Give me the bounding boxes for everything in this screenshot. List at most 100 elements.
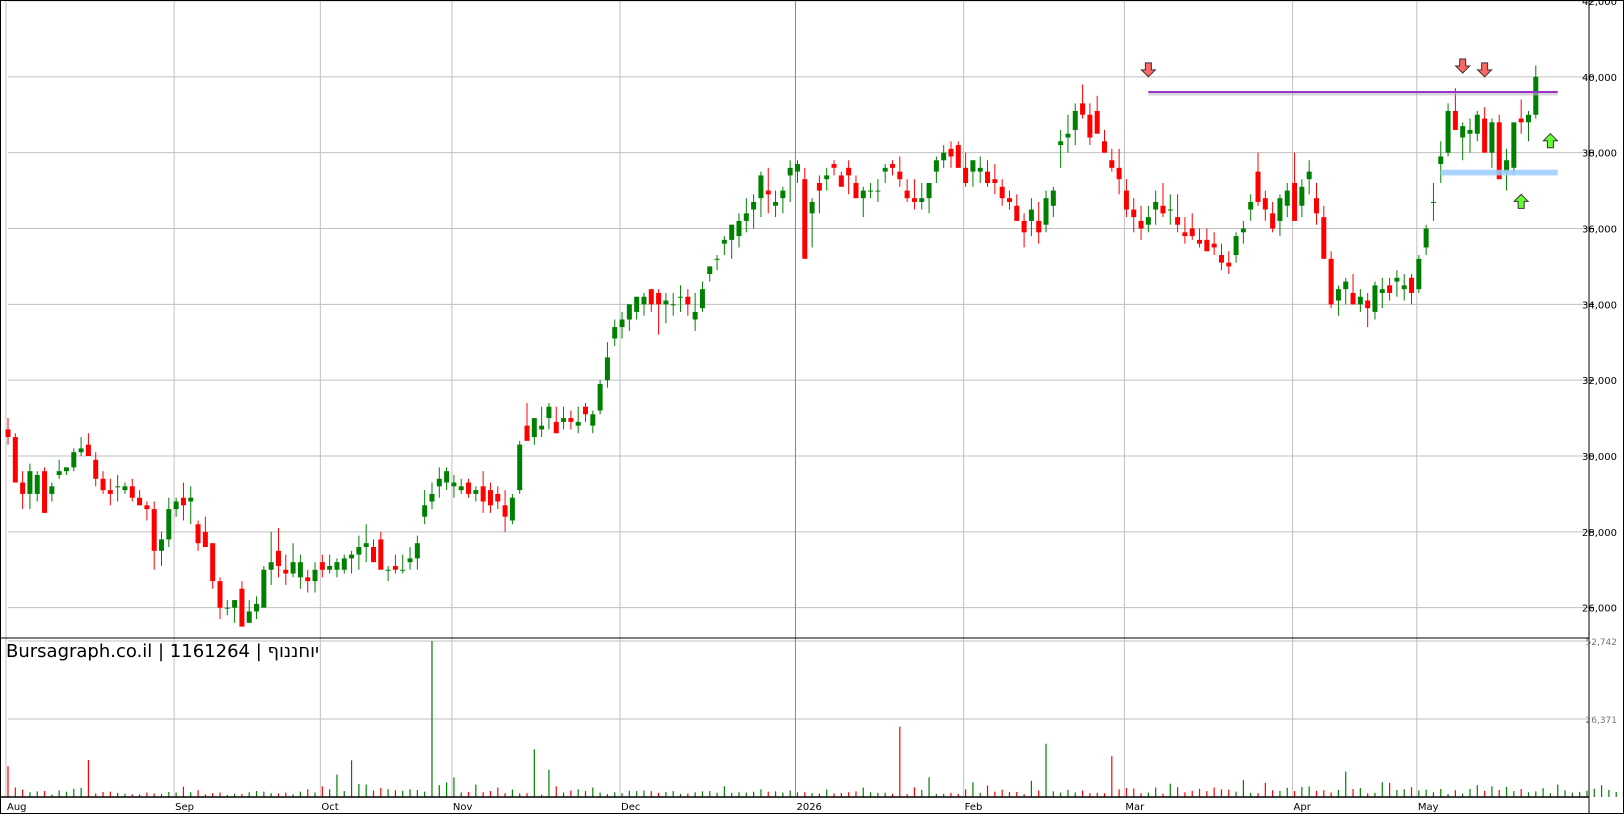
candle-body (1131, 209, 1137, 218)
candle-body (619, 319, 625, 328)
candle-body (1036, 220, 1042, 233)
candle-body (597, 383, 603, 411)
candle-body (429, 493, 435, 502)
candle-body (1006, 198, 1012, 202)
candle-body (414, 543, 420, 559)
candle-body (773, 201, 779, 206)
candle-body (831, 164, 837, 168)
candle-body (758, 175, 764, 199)
candle-body (341, 558, 347, 570)
candle-body (1087, 114, 1093, 138)
candle-body (487, 490, 493, 506)
candle-body (12, 437, 18, 483)
candle-body (626, 304, 632, 320)
candle-body (1482, 118, 1488, 153)
candle-body (670, 304, 676, 306)
candle-body (1175, 217, 1181, 225)
candle-body (1474, 114, 1480, 134)
candle-body (904, 190, 910, 199)
candle-body (531, 418, 537, 438)
candle-body (122, 486, 128, 491)
candle-body (1197, 239, 1203, 244)
candle-body (1430, 201, 1436, 203)
candle-body (729, 224, 735, 240)
candle-body (1211, 243, 1217, 248)
candle-body (838, 175, 844, 187)
candle-body (546, 406, 552, 419)
candle-body (1394, 277, 1400, 282)
candle-body (49, 486, 55, 494)
candle-body (85, 444, 91, 456)
month-label: Mar (1125, 802, 1145, 813)
candle-body (1460, 126, 1466, 138)
candle-body (941, 152, 947, 161)
candle-body (327, 565, 333, 570)
candle-body (1043, 198, 1049, 225)
candle-body (648, 289, 654, 305)
candle-body (78, 448, 84, 453)
candle-body (1328, 258, 1334, 305)
candle-body (458, 486, 464, 491)
candle-body (27, 471, 33, 494)
candle-body (166, 509, 172, 540)
candle-body (524, 425, 530, 441)
candle-body (349, 554, 355, 559)
candle-body (1489, 122, 1495, 153)
candle-body (824, 175, 830, 180)
candle-body (137, 497, 143, 506)
candle-body (1014, 205, 1020, 221)
candle-body (42, 471, 48, 513)
sell-arrow-icon (1476, 62, 1493, 78)
candle-body (1102, 141, 1107, 153)
candle-body (502, 505, 508, 517)
candle-body (334, 562, 340, 570)
price-tick-label: 38,000 (1582, 149, 1617, 160)
candle-body (751, 201, 757, 210)
price-tick-label: 26,000 (1582, 604, 1617, 615)
candle-body (1233, 236, 1239, 256)
candle-body (1080, 103, 1086, 115)
candle-body (378, 539, 384, 570)
candle-body (1138, 220, 1144, 229)
candle-body (1160, 205, 1166, 214)
candle-body (1240, 228, 1246, 233)
candle-body (1467, 129, 1473, 134)
candle-body (246, 611, 252, 623)
candle-body (400, 569, 406, 571)
candle-body (63, 467, 69, 472)
grid-lines (5, 0, 1589, 797)
candle-body (1379, 289, 1385, 293)
candle-body (1270, 213, 1276, 229)
candle-body (707, 266, 713, 274)
candle-body (816, 183, 822, 191)
candle-body (268, 562, 274, 570)
candle-body (1109, 160, 1115, 168)
candle-body (1255, 171, 1261, 202)
candle-body (933, 160, 939, 172)
candle-body (699, 289, 705, 309)
candle-body (356, 547, 362, 555)
candle-body (202, 531, 208, 547)
candle-body (1306, 171, 1312, 180)
month-label: 2026 (796, 802, 821, 813)
sell-arrow-icon (1140, 62, 1157, 78)
candle-body (692, 311, 698, 320)
month-label: Nov (453, 802, 473, 813)
candle-body (1504, 160, 1510, 172)
month-label: Aug (7, 802, 27, 813)
candle-body (1021, 220, 1027, 233)
candle-body (846, 167, 852, 176)
candle-body (970, 160, 976, 172)
candle-body (20, 482, 26, 494)
candle-body (875, 190, 881, 192)
candle-body (992, 179, 998, 183)
candle-body (575, 421, 581, 426)
candle-body (100, 478, 106, 491)
candle-body (1452, 110, 1458, 130)
candle-body (1357, 296, 1363, 305)
price-tick-label: 36,000 (1582, 225, 1617, 236)
candle-body (56, 471, 62, 475)
candle-body (794, 164, 800, 172)
candle-body (129, 486, 135, 498)
